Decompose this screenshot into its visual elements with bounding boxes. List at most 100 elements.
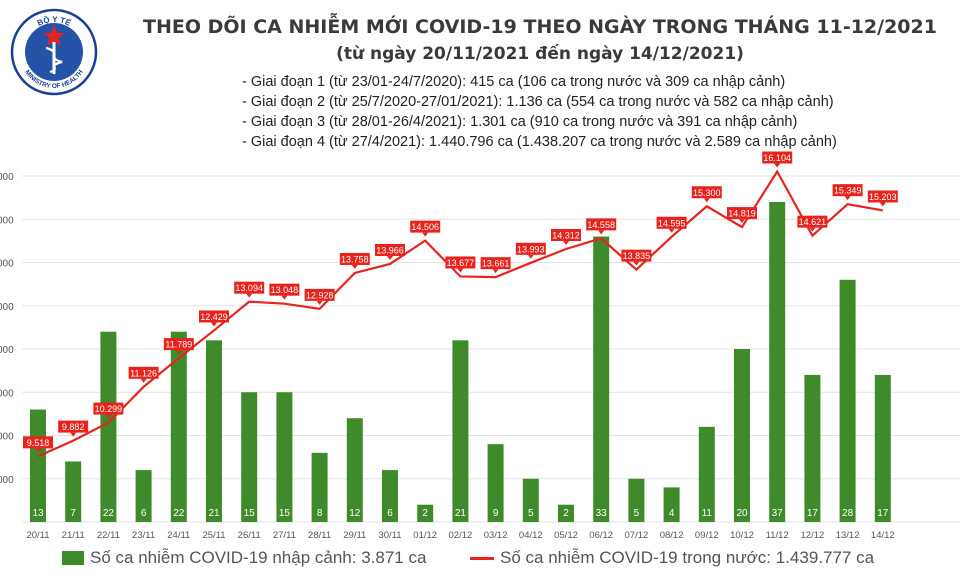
phase-note: - Giai đoạn 1 (từ 23/01-24/7/2020): 415 … [242, 74, 786, 90]
line-value-tag [515, 242, 546, 255]
chart-subtitle: (từ ngày 20/11/2021 đến ngày 14/12/2021) [336, 44, 744, 64]
chart-legend: Số ca nhiễm COVID-19 nhập cảnh: 3.871 ca… [60, 548, 960, 572]
bar-value-label: 5 [528, 508, 534, 519]
x-tick-label: 22/11 [97, 530, 120, 541]
x-tick-label: 05/12 [554, 530, 578, 541]
bar-value-label: 2 [422, 508, 428, 519]
line-value-tag [551, 229, 581, 242]
x-tick-label: 24/11 [167, 530, 190, 541]
line-value-tag [163, 338, 194, 351]
star-icon [43, 25, 65, 46]
line-value-tag-pointer [527, 254, 534, 259]
x-tick-label: 21/11 [62, 530, 85, 541]
line-value-label: 12.928 [306, 290, 334, 300]
line-value-tag-pointer [563, 241, 569, 246]
line-value-tag-pointer [457, 268, 464, 273]
bar-imported [874, 374, 891, 522]
y-tick-label: 000 [0, 215, 14, 226]
y-tick-label: 000 [0, 259, 14, 270]
line-value-tag [621, 249, 652, 262]
x-tick-label: 13/12 [836, 530, 860, 541]
bar-imported [417, 504, 434, 522]
y-tick-label: 000 [0, 475, 14, 486]
legend-item-imported: Số ca nhiễm COVID-19 nhập cảnh: 3.871 ca [62, 548, 426, 568]
line-value-tag-pointer [774, 163, 781, 168]
line-value-tag [727, 207, 757, 220]
line-value-label: 13.048 [271, 285, 299, 295]
bar-imported [769, 201, 786, 522]
line-value-label: 14.506 [411, 222, 439, 232]
line-value-tag-pointer [598, 230, 605, 235]
x-tick-label: 07/12 [625, 530, 649, 541]
line-value-tag-pointer [316, 300, 323, 305]
bar-imported [839, 279, 856, 522]
line-value-label: 9.518 [27, 438, 50, 448]
line-value-tag [691, 186, 722, 199]
bar-value-label: 13 [32, 508, 44, 519]
bar-imported [276, 392, 293, 522]
bar-imported [593, 236, 610, 523]
phase-note: - Giai đoạn 2 (từ 25/7/2020-27/01/2021):… [242, 94, 834, 110]
line-value-tag-pointer [668, 228, 675, 233]
bar-imported [522, 478, 539, 522]
bar-imported [558, 504, 574, 522]
y-tick-label: 000 [0, 388, 14, 399]
bar-value-label: 17 [877, 508, 889, 519]
bar-value-label: 15 [279, 508, 291, 519]
line-value-label: 13.677 [447, 258, 475, 268]
bar-imported [65, 461, 82, 522]
line-value-label: 13.966 [376, 245, 404, 255]
line-value-label: 12.429 [200, 312, 228, 322]
line-value-tag-pointer [422, 232, 429, 237]
bar-value-label: 22 [103, 508, 115, 519]
line-value-label: 14.312 [552, 231, 580, 241]
line-value-tag-pointer [703, 198, 710, 203]
line-value-tag [797, 215, 828, 228]
x-tick-label: 20/11 [26, 530, 49, 541]
bar-imported [804, 374, 821, 522]
line-value-label: 15.203 [869, 192, 897, 202]
bar-imported [346, 418, 363, 522]
bar-imported [100, 331, 117, 522]
bar-value-label: 28 [842, 508, 854, 519]
line-value-label: 14.621 [799, 217, 827, 227]
line-value-tag [128, 366, 159, 379]
bar-value-label: 9 [493, 508, 499, 519]
bar-imported [663, 487, 680, 522]
x-tick-label: 01/12 [413, 530, 437, 541]
x-tick-label: 25/11 [202, 530, 225, 541]
line-value-tag-pointer [492, 269, 499, 274]
ministry-of-health-logo: BỘ Y TẾ MINISTRY OF HEALTH [10, 8, 98, 96]
line-value-tag-pointer [809, 227, 816, 232]
line-value-tag [480, 257, 511, 270]
bar-imported [382, 470, 398, 522]
line-value-tag [93, 402, 124, 415]
line-value-label: 16.104 [763, 153, 791, 163]
bar-value-label: 2 [563, 508, 569, 519]
bar-value-label: 6 [387, 508, 393, 519]
bar-imported [135, 470, 152, 522]
bar-value-label: 21 [455, 508, 467, 519]
line-value-tag [867, 190, 898, 203]
line-value-label: 13.835 [623, 251, 651, 261]
bar-value-label: 11 [702, 508, 713, 519]
svg-text:BỘ Y TẾ: BỘ Y TẾ [36, 15, 73, 28]
bar-value-label: 4 [669, 508, 675, 519]
bar-value-label: 5 [634, 508, 640, 519]
line-value-label: 10.299 [95, 404, 123, 414]
line-domestic [37, 169, 883, 458]
line-value-label: 11.789 [165, 340, 192, 350]
bar-value-label: 37 [772, 508, 784, 519]
phase-note: - Giai đoạn 4 (từ 27/4/2021): 1.440.796 … [242, 134, 837, 150]
line-value-label: 13.993 [517, 244, 545, 254]
legend-bar-swatch [62, 551, 84, 565]
bar-imported [698, 426, 715, 522]
bar-imported [170, 331, 187, 522]
bar-value-label: 8 [317, 508, 323, 519]
line-value-tag [23, 436, 53, 449]
bar-value-label: 15 [244, 508, 256, 519]
x-tick-label: 30/11 [378, 530, 401, 541]
line-value-tag [762, 151, 793, 164]
line-value-tag-pointer [633, 261, 640, 266]
line-value-tag-pointer [281, 295, 288, 300]
